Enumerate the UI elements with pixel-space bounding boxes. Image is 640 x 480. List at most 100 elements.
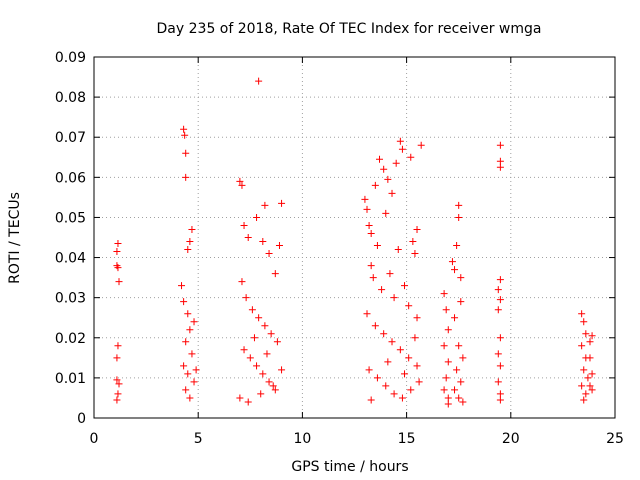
data-point-marker <box>376 155 384 163</box>
data-point-marker <box>186 394 194 402</box>
data-point-marker <box>455 201 463 209</box>
data-point-marker <box>407 153 415 161</box>
data-point-marker <box>440 386 448 394</box>
data-point-marker <box>184 370 192 378</box>
data-point-marker <box>494 378 502 386</box>
data-point-marker <box>390 294 398 302</box>
data-point-marker <box>265 378 273 386</box>
data-point-marker <box>413 225 421 233</box>
data-point-marker <box>271 386 279 394</box>
data-point-marker <box>496 296 504 304</box>
data-point-marker <box>496 276 504 284</box>
chart-title: Day 235 of 2018, Rate Of TEC Index for r… <box>157 21 542 37</box>
data-point-marker <box>586 354 594 362</box>
data-point-marker <box>186 238 194 246</box>
data-point-marker <box>178 282 186 290</box>
data-point-marker <box>238 181 246 189</box>
data-point-marker <box>496 396 504 404</box>
data-point-marker <box>582 390 590 398</box>
y-tick-label: 0.09 <box>55 50 86 66</box>
data-point-marker <box>113 248 121 256</box>
data-point-marker <box>188 225 196 233</box>
data-point-marker <box>180 298 188 306</box>
data-point-marker <box>413 314 421 322</box>
data-point-marker <box>363 205 371 213</box>
x-tick-label: 5 <box>194 431 203 447</box>
data-point-marker <box>373 374 381 382</box>
data-point-marker <box>392 159 400 167</box>
data-point-marker <box>236 394 244 402</box>
data-point-marker <box>578 342 586 350</box>
data-point-marker <box>114 342 122 350</box>
data-point-marker <box>457 298 465 306</box>
data-point-marker <box>367 396 375 404</box>
data-point-marker <box>459 354 467 362</box>
x-tick-label: 10 <box>293 431 311 447</box>
data-point-marker <box>396 346 404 354</box>
data-point-marker <box>186 326 194 334</box>
data-point-marker <box>386 270 394 278</box>
data-point-marker <box>278 199 286 207</box>
data-point-marker <box>259 370 267 378</box>
data-point-marker <box>182 173 190 181</box>
data-points <box>113 77 596 408</box>
axis-ticks <box>93 56 616 419</box>
data-point-marker <box>588 370 596 378</box>
data-point-marker <box>261 201 269 209</box>
data-point-marker <box>248 306 256 314</box>
data-point-marker <box>453 366 461 374</box>
data-point-marker <box>367 262 375 270</box>
data-point-marker <box>367 229 375 237</box>
x-tick-label: 25 <box>606 431 624 447</box>
data-point-marker <box>113 376 121 384</box>
data-point-marker <box>275 242 283 250</box>
data-point-marker <box>382 382 390 390</box>
y-axis-label: ROTI / TECUs <box>7 192 23 284</box>
data-point-marker <box>371 181 379 189</box>
data-point-marker <box>257 390 265 398</box>
data-point-marker <box>380 330 388 338</box>
plot-frame <box>93 56 616 419</box>
x-tick-label: 0 <box>90 431 99 447</box>
x-tick-label: 20 <box>502 431 520 447</box>
data-point-marker <box>244 234 252 241</box>
data-point-marker <box>361 195 369 203</box>
data-point-marker <box>401 282 409 290</box>
data-point-marker <box>444 400 452 408</box>
data-point-marker <box>382 209 390 217</box>
data-point-marker <box>451 266 459 274</box>
y-tick-label: 0.08 <box>55 90 86 106</box>
data-point-marker <box>267 330 275 338</box>
data-point-marker <box>396 137 404 145</box>
data-point-marker <box>278 366 286 374</box>
data-point-marker <box>582 330 590 338</box>
y-tick-label: 0.03 <box>55 291 86 307</box>
data-point-marker <box>580 396 588 404</box>
data-point-marker <box>271 270 279 278</box>
data-point-marker <box>578 382 586 390</box>
data-point-marker <box>246 354 254 362</box>
data-point-marker <box>236 177 244 185</box>
data-point-marker <box>444 358 452 366</box>
data-point-marker <box>113 396 121 404</box>
data-point-marker <box>580 366 588 374</box>
data-point-marker <box>115 278 123 286</box>
tick-labels: 0 0.01 0.02 0.03 0.04 0.05 0.06 0.07 0.08 0.09 0 5 1… <box>55 50 624 447</box>
data-point-marker <box>455 342 463 350</box>
data-point-marker <box>417 141 425 149</box>
data-point-marker <box>444 326 452 334</box>
data-point-marker <box>457 274 465 282</box>
data-point-marker <box>269 382 277 390</box>
data-point-marker <box>496 390 504 398</box>
data-point-marker <box>580 318 588 326</box>
data-point-marker <box>371 322 379 330</box>
data-point-marker <box>394 246 402 254</box>
data-point-marker <box>253 362 261 370</box>
data-point-marker <box>263 350 271 358</box>
data-point-marker <box>494 350 502 358</box>
data-point-marker <box>240 346 248 354</box>
data-point-marker <box>440 290 448 298</box>
data-point-marker <box>407 386 415 394</box>
data-point-marker <box>451 314 459 322</box>
data-point-marker <box>114 240 122 248</box>
